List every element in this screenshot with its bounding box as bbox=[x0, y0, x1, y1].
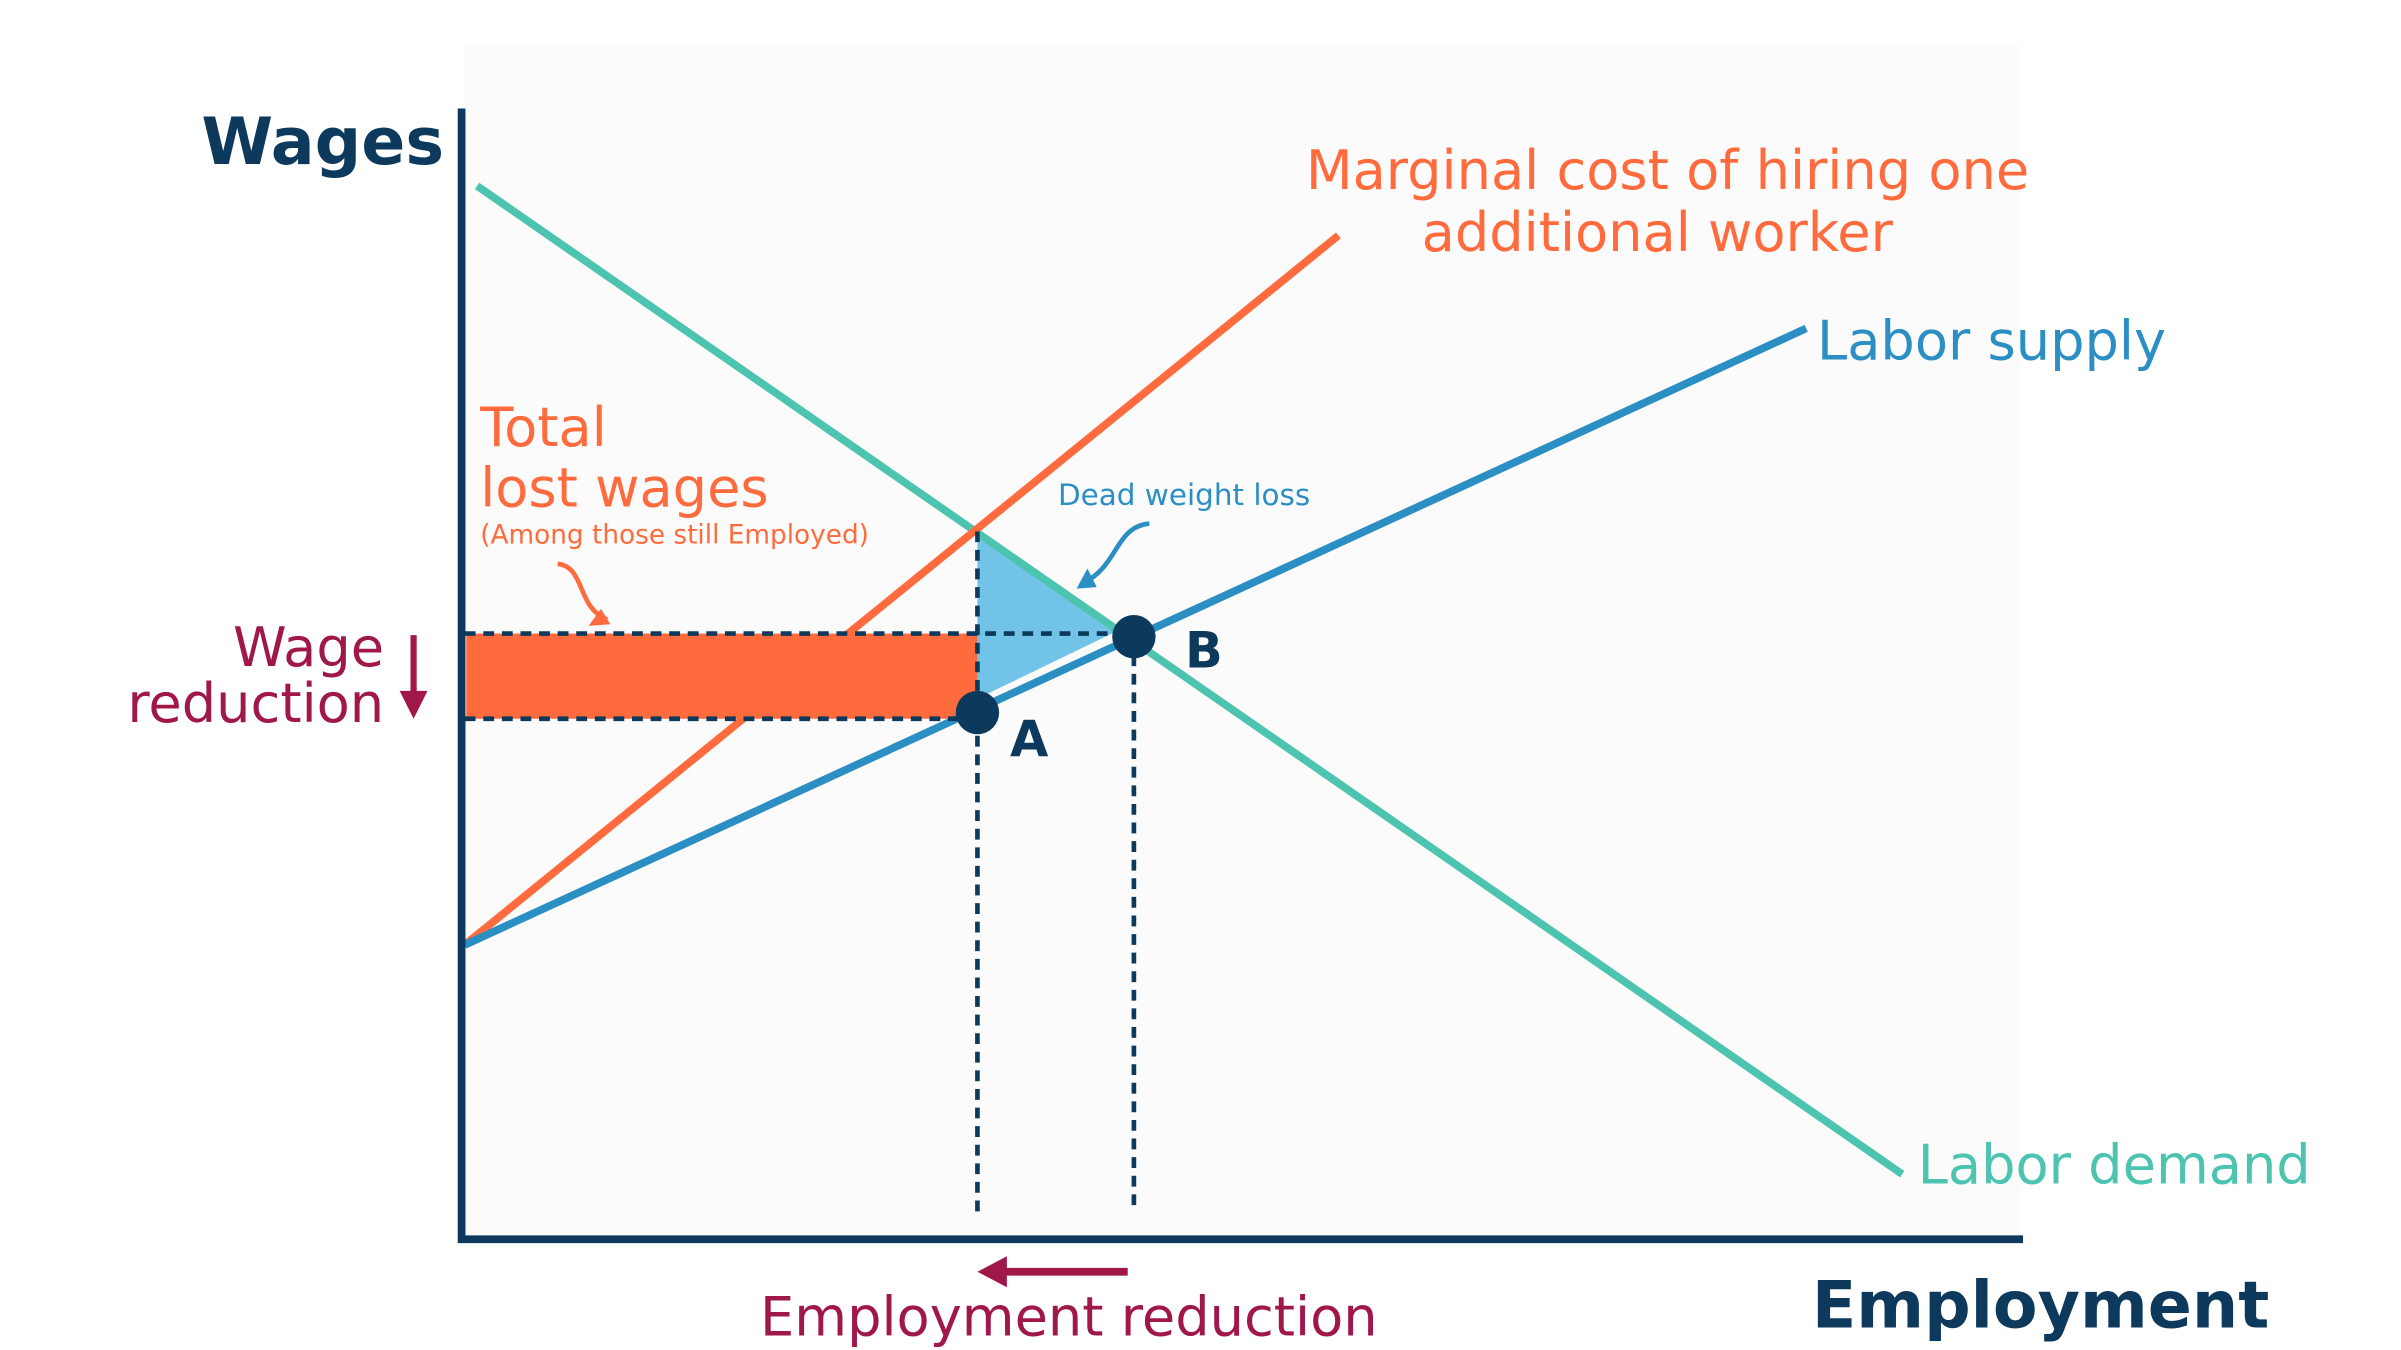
point-label: B bbox=[1185, 622, 1223, 680]
lost-wages-area bbox=[466, 633, 978, 719]
dead-weight-loss-area bbox=[977, 531, 1122, 699]
arrow-head bbox=[588, 608, 611, 626]
arrow-head bbox=[977, 1256, 1007, 1288]
annotation: lost wages bbox=[480, 457, 768, 520]
x-axis-label: Employment bbox=[1812, 1269, 2269, 1344]
annotation: reduction bbox=[127, 672, 384, 735]
annotation: Wage bbox=[233, 616, 384, 679]
labor-demand-line bbox=[474, 182, 1905, 1178]
y-axis-label: Wages bbox=[201, 105, 444, 180]
marginal-cost-line bbox=[462, 232, 1341, 948]
arrow-head bbox=[399, 690, 428, 719]
guides bbox=[464, 531, 1137, 1212]
annotation: Dead weight loss bbox=[1058, 478, 1310, 512]
point-b bbox=[1112, 614, 1156, 659]
curve-label: Labor demand bbox=[1918, 1133, 2311, 1196]
point-label: A bbox=[1010, 710, 1049, 768]
arrow-head bbox=[1076, 568, 1097, 589]
axes bbox=[457, 108, 2024, 1244]
curve-label: Marginal cost of hiring one bbox=[1306, 139, 2029, 202]
curve-label: additional worker bbox=[1422, 201, 1894, 264]
curve-label: Labor supply bbox=[1817, 309, 2166, 372]
annotation: Total bbox=[479, 396, 607, 459]
curly-arrow bbox=[1083, 521, 1150, 585]
annotation: Employment reduction bbox=[760, 1285, 1378, 1348]
point-a bbox=[955, 690, 1000, 735]
annotation-note: (Among those still Employed) bbox=[480, 521, 869, 551]
